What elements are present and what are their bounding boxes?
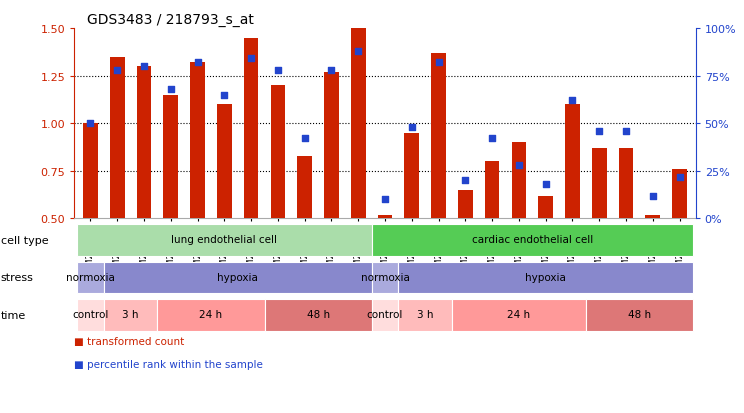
Point (192, 60, 204, 66)
Bar (673, 169, 687, 219)
Bar (452, 299, 586, 331)
Bar (104, 262, 372, 294)
Point (379, 197, 391, 203)
Bar (190, 63, 205, 219)
Text: 3 h: 3 h (122, 309, 139, 319)
Text: cell type: cell type (1, 235, 48, 246)
Point (299, 136, 311, 142)
Point (246, 56, 257, 63)
Text: normoxia: normoxia (361, 272, 409, 282)
Bar (646, 215, 660, 219)
Text: control: control (72, 309, 109, 319)
Point (513, 162, 525, 169)
Point (459, 178, 471, 184)
Point (647, 193, 658, 199)
Text: GDS3483 / 218793_s_at: GDS3483 / 218793_s_at (87, 12, 254, 26)
Bar (271, 86, 285, 219)
Bar (485, 162, 499, 219)
Point (138, 64, 150, 70)
Text: 48 h: 48 h (628, 309, 651, 319)
Bar (512, 143, 526, 219)
Text: lung endothelial cell: lung endothelial cell (171, 235, 278, 245)
Bar (217, 105, 231, 219)
Text: ■ transformed count: ■ transformed count (74, 337, 185, 347)
Bar (265, 299, 372, 331)
Bar (77, 262, 104, 294)
Point (566, 98, 578, 104)
Bar (539, 196, 553, 219)
Bar (104, 299, 158, 331)
Bar (372, 299, 398, 331)
Text: hypoxia: hypoxia (525, 272, 566, 282)
Bar (378, 215, 392, 219)
Text: ■ percentile rank within the sample: ■ percentile rank within the sample (74, 359, 263, 369)
Bar (565, 105, 580, 219)
Text: 48 h: 48 h (307, 309, 330, 319)
Point (539, 181, 551, 188)
Text: control: control (367, 309, 403, 319)
Bar (77, 299, 104, 331)
Bar (137, 67, 151, 219)
Point (165, 86, 177, 93)
Bar (110, 57, 124, 219)
Bar (432, 54, 446, 219)
Point (112, 67, 124, 74)
Point (673, 174, 685, 180)
Bar (351, 29, 365, 219)
Bar (372, 225, 693, 256)
Bar (398, 262, 693, 294)
Bar (83, 124, 97, 219)
Text: stress: stress (1, 273, 33, 283)
Text: 24 h: 24 h (199, 309, 222, 319)
Text: cardiac endothelial cell: cardiac endothelial cell (472, 235, 593, 245)
Bar (458, 190, 472, 219)
Text: 24 h: 24 h (507, 309, 530, 319)
Point (85, 121, 97, 127)
Point (219, 92, 231, 99)
Bar (398, 299, 452, 331)
Bar (164, 95, 178, 219)
Bar (586, 299, 693, 331)
Bar (592, 149, 606, 219)
Bar (298, 156, 312, 219)
Text: 3 h: 3 h (417, 309, 434, 319)
Text: normoxia: normoxia (66, 272, 115, 282)
Text: hypoxia: hypoxia (217, 272, 258, 282)
Point (405, 124, 417, 131)
Bar (372, 262, 398, 294)
Text: time: time (1, 310, 26, 320)
Point (486, 136, 498, 142)
Point (432, 60, 444, 66)
Bar (619, 149, 633, 219)
Point (326, 67, 338, 74)
Point (620, 128, 632, 135)
Bar (77, 225, 372, 256)
Bar (324, 73, 339, 219)
Point (272, 67, 284, 74)
Point (593, 128, 605, 135)
Bar (405, 133, 419, 219)
Bar (158, 299, 265, 331)
Bar (244, 38, 258, 219)
Point (353, 48, 365, 55)
